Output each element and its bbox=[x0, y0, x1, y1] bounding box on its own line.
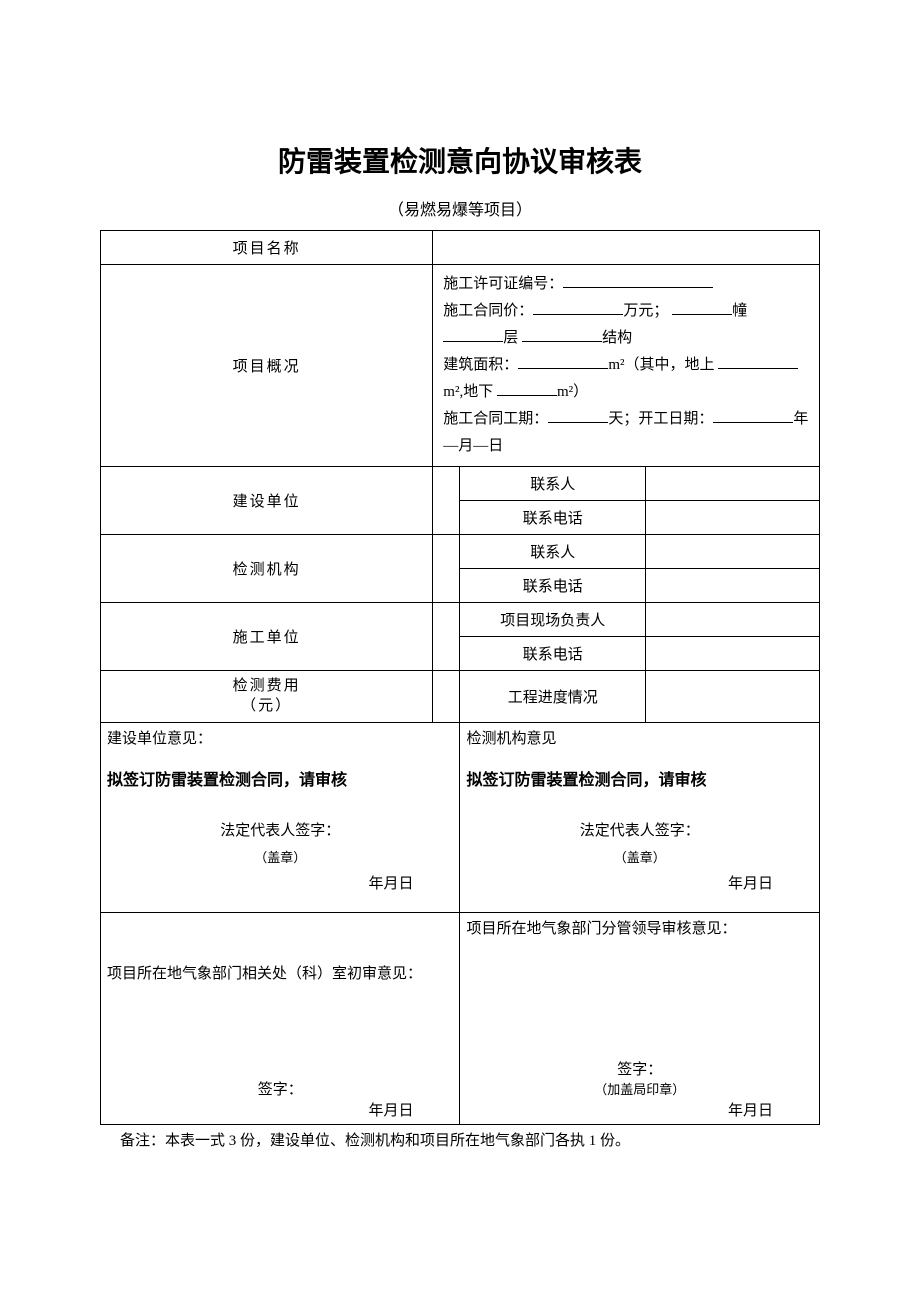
label-builder: 施工单位 bbox=[101, 603, 433, 671]
structure-suffix: 结构 bbox=[602, 330, 632, 346]
value-cu-contact bbox=[646, 467, 820, 501]
opinion-right-date: 年月日 bbox=[466, 872, 813, 893]
value-io-contact bbox=[646, 535, 820, 569]
fee-label-line1: 检测费用 bbox=[233, 678, 301, 694]
area-blank bbox=[518, 354, 608, 369]
contract-price-label: 施工合同价： bbox=[443, 303, 533, 319]
review-left-title: 项目所在地气象部门相关处（科）室初审意见： bbox=[107, 962, 453, 983]
opinion-inspection-org: 检测机构意见 拟签订防雷装置检测合同，请审核 法定代表人签字： （盖章） 年月日 bbox=[460, 723, 820, 913]
label-io-contact: 联系人 bbox=[460, 535, 646, 569]
row-opinions: 建设单位意见： 拟签订防雷装置检测合同，请审核 法定代表人签字： （盖章） 年月… bbox=[101, 723, 820, 913]
opinion-right-title: 检测机构意见 bbox=[466, 727, 813, 748]
opinion-right-seal: （盖章） bbox=[614, 850, 666, 865]
opinion-left-sig-label: 法定代表人签字： bbox=[220, 823, 340, 839]
overview-content: 施工许可证编号： 施工合同价：万元； 幢 层 结构 建筑面积：m²（其中，地上 … bbox=[433, 265, 820, 467]
opinion-left-date: 年月日 bbox=[107, 872, 453, 893]
row-construction-unit-contact: 建设单位 联系人 bbox=[101, 467, 820, 501]
floor-blank bbox=[443, 327, 503, 342]
area-mid: m²,地下 bbox=[443, 384, 493, 400]
duration-label: 施工合同工期： bbox=[443, 411, 548, 427]
row-reviews: 项目所在地气象部门相关处（科）室初审意见： 签字： 年月日 项目所在地气象部门分… bbox=[101, 913, 820, 1125]
page-subtitle: （易燃易爆等项目） bbox=[100, 196, 820, 220]
below-blank bbox=[497, 381, 557, 396]
label-cu-phone: 联系电话 bbox=[460, 501, 646, 535]
label-progress: 工程进度情况 bbox=[460, 671, 646, 723]
review-right-sig-block: 签字： （加盖局印章） bbox=[466, 1058, 813, 1099]
opinion-left-bold: 拟签订防雷装置检测合同，请审核 bbox=[107, 766, 453, 790]
opinion-left-seal: （盖章） bbox=[254, 850, 306, 865]
above-blank bbox=[718, 354, 798, 369]
start-blank bbox=[713, 408, 793, 423]
label-fee: 检测费用 （元） bbox=[101, 671, 433, 723]
value-inspection-org bbox=[433, 535, 460, 603]
floor-suffix: 层 bbox=[503, 330, 518, 346]
value-fee bbox=[433, 671, 460, 723]
area-label: 建筑面积： bbox=[443, 357, 518, 373]
review-right-sig-label: 签字： bbox=[617, 1062, 662, 1078]
opinion-right-bold: 拟签订防雷装置检测合同，请审核 bbox=[466, 766, 813, 790]
row-project-name: 项目名称 bbox=[101, 231, 820, 265]
building-blank bbox=[672, 300, 732, 315]
duration-unit: 天；开工日期： bbox=[608, 411, 713, 427]
label-construction-unit: 建设单位 bbox=[101, 467, 433, 535]
permit-no-blank bbox=[563, 273, 713, 288]
opinion-left-sig-block: 法定代表人签字： （盖章） bbox=[107, 818, 453, 872]
structure-blank bbox=[522, 327, 602, 342]
area-unit: m²（其中，地上 bbox=[608, 357, 714, 373]
row-fee: 检测费用 （元） 工程进度情况 bbox=[101, 671, 820, 723]
label-io-phone: 联系电话 bbox=[460, 569, 646, 603]
opinion-left-title: 建设单位意见： bbox=[107, 727, 453, 748]
opinion-right-sig-label: 法定代表人签字： bbox=[580, 823, 700, 839]
row-inspection-org-contact: 检测机构 联系人 bbox=[101, 535, 820, 569]
review-initial: 项目所在地气象部门相关处（科）室初审意见： 签字： 年月日 bbox=[101, 913, 460, 1125]
review-right-date: 年月日 bbox=[466, 1099, 813, 1120]
row-builder-manager: 施工单位 项目现场负责人 bbox=[101, 603, 820, 637]
value-builder bbox=[433, 603, 460, 671]
label-overview: 项目概况 bbox=[101, 265, 433, 467]
price-unit: 万元； bbox=[623, 303, 668, 319]
footer-note: 备注：本表一式 3 份，建设单位、检测机构和项目所在地气象部门各执 1 份。 bbox=[100, 1129, 820, 1150]
review-form-table: 项目名称 项目概况 施工许可证编号： 施工合同价： 万元； 幢 层 结构 建筑面积… bbox=[100, 230, 820, 1125]
label-builder-manager: 项目现场负责人 bbox=[460, 603, 646, 637]
area-end: m²） bbox=[557, 384, 588, 400]
value-builder-phone bbox=[646, 637, 820, 671]
building-suffix: 幢 bbox=[732, 303, 747, 319]
label-cu-contact: 联系人 bbox=[460, 467, 646, 501]
review-right-seal: （加盖局印章） bbox=[594, 1082, 685, 1097]
price-blank bbox=[533, 300, 623, 315]
days-blank bbox=[548, 408, 608, 423]
value-progress bbox=[646, 671, 820, 723]
label-inspection-org: 检测机构 bbox=[101, 535, 433, 603]
label-builder-phone: 联系电话 bbox=[460, 637, 646, 671]
value-io-phone bbox=[646, 569, 820, 603]
page-title: 防雷装置检测意向协议审核表 bbox=[100, 140, 820, 180]
review-leader: 项目所在地气象部门分管领导审核意见： 签字： （加盖局印章） 年月日 bbox=[460, 913, 820, 1125]
label-project-name: 项目名称 bbox=[101, 231, 433, 265]
opinion-construction-unit: 建设单位意见： 拟签订防雷装置检测合同，请审核 法定代表人签字： （盖章） 年月… bbox=[101, 723, 460, 913]
opinion-right-sig-block: 法定代表人签字： （盖章） bbox=[466, 818, 813, 872]
row-overview: 项目概况 施工许可证编号： 施工合同价： 万元； 幢 层 结构 建筑面积： m²（其… bbox=[101, 265, 820, 467]
value-cu-phone bbox=[646, 501, 820, 535]
review-right-title: 项目所在地气象部门分管领导审核意见： bbox=[466, 917, 813, 938]
review-left-date: 年月日 bbox=[107, 1099, 453, 1120]
review-left-sig: 签字： bbox=[107, 1078, 453, 1099]
value-builder-manager bbox=[646, 603, 820, 637]
value-construction-unit bbox=[433, 467, 460, 535]
permit-no-label: 施工许可证编号： bbox=[443, 276, 563, 292]
value-project-name bbox=[433, 231, 820, 265]
fee-label-line2: （元） bbox=[241, 698, 292, 714]
